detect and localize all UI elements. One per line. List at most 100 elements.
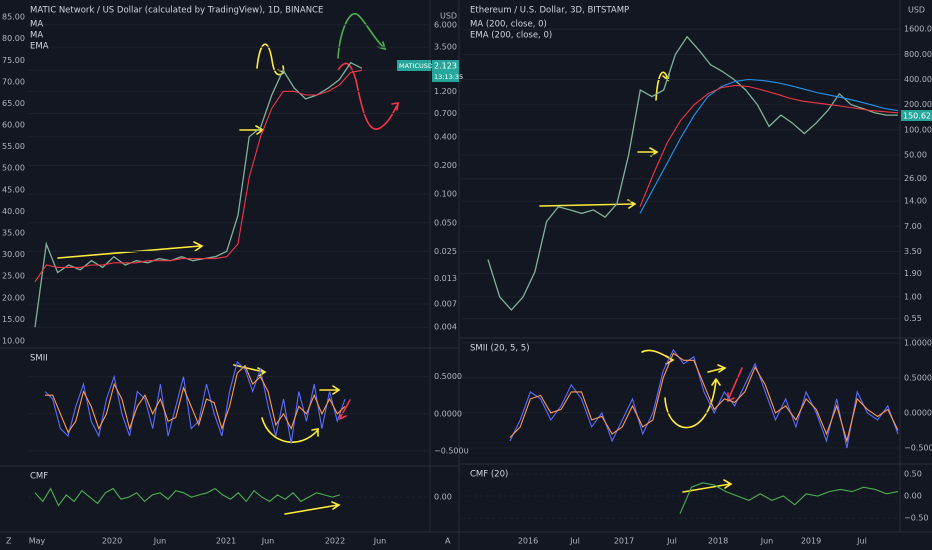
y-tick-label: −0.50	[904, 514, 929, 523]
countdown-text: 13:13:35	[434, 73, 463, 81]
y2-tick-label: 40.00	[2, 207, 25, 216]
y-tick-label: 0.700	[434, 109, 457, 118]
price-tag-text: 150.62	[903, 112, 931, 121]
y2-tick-label: 35.00	[2, 229, 25, 238]
y2-tick-label: 25.00	[2, 272, 25, 281]
legend-entry: EMA (200, close, 0)	[470, 31, 552, 41]
y2-tick-label: 65.00	[2, 99, 25, 108]
y-tick-label: 0.0000	[904, 408, 932, 417]
price-tag	[901, 110, 932, 121]
legend-entry: MA (200, close, 0)	[470, 20, 547, 30]
series-line	[34, 487, 341, 507]
x-tick-label: May	[29, 537, 46, 546]
y2-tick-label: 15.00	[2, 315, 25, 324]
y-tick-label: 1.00	[904, 292, 922, 301]
y2-tick-label: 75.00	[2, 56, 25, 65]
legend-entry: MA	[30, 31, 43, 41]
y-tick-label: 0.0000	[434, 409, 462, 418]
x-tick-label: 2021	[216, 537, 236, 546]
y2-tick-label: 60.00	[2, 121, 25, 130]
arrow	[337, 62, 399, 130]
y-tick-label: 50.00	[904, 150, 927, 159]
series-line	[509, 352, 899, 444]
arrow	[664, 377, 721, 429]
y-tick-label: 0.50	[904, 469, 922, 478]
y-tick-label: 14.00	[904, 197, 927, 206]
arrow	[707, 364, 727, 373]
y-tick-label: 1.90	[904, 269, 922, 278]
pane-label: CMF (20)	[470, 470, 508, 480]
x-tick-label: Jun	[261, 537, 275, 546]
y2-tick-label: 20.00	[2, 293, 25, 302]
x-tick-label: Jun	[760, 537, 774, 546]
y-tick-label: 0.00	[904, 492, 922, 501]
price-tag	[432, 60, 459, 82]
y-tick-label: 7.00	[904, 222, 922, 231]
series-line	[45, 364, 346, 434]
y2-tick-label: 80.00	[2, 34, 25, 43]
y-tick-label: 3.500	[434, 43, 457, 52]
y-tick-label: 0.5000	[904, 373, 932, 382]
pane-label: SMII (20, 5, 5)	[470, 344, 530, 354]
y-tick-label: 800.00	[904, 50, 932, 59]
x-tick-label: 2016	[518, 537, 538, 546]
x-tick-label: Jun	[153, 537, 167, 546]
series-line	[639, 84, 899, 208]
y-tick-label: 1.200	[434, 87, 457, 96]
series-line	[34, 61, 363, 328]
y-tick-label: 0.55	[904, 314, 922, 323]
symbol-tag-text: MATICUSD	[399, 62, 433, 70]
series-line	[679, 482, 899, 514]
unit-label: USD	[908, 6, 925, 15]
y2-tick-label: 70.00	[2, 77, 25, 86]
chart-title: MATIC Network / US Dollar (calculated by…	[30, 6, 323, 16]
x-tick-label: 2017	[614, 537, 634, 546]
arrow	[261, 417, 319, 443]
y-tick-label: 1600.00	[904, 25, 932, 34]
arrow	[319, 385, 341, 395]
y-tick-label: 0.007	[434, 300, 457, 309]
y-tick-label: 0.5000	[434, 372, 462, 381]
y-tick-label: −0.5000	[904, 443, 932, 452]
y2-tick-label: 30.00	[2, 250, 25, 259]
y-tick-label: 0.013	[434, 274, 457, 283]
arrow	[284, 501, 341, 515]
series-line	[639, 78, 899, 214]
y-tick-label: 6.000	[434, 20, 457, 29]
corner-icon: A	[445, 537, 451, 546]
x-tick-label: 2022	[325, 537, 345, 546]
chart-title: Ethereum / U.S. Dollar, 3D, BITSTAMP	[470, 6, 629, 16]
symbol-tag	[397, 60, 431, 71]
pane-label: SMII	[30, 354, 48, 364]
x-tick-label: 2019	[801, 537, 821, 546]
y-tick-label: 100.00	[904, 125, 932, 134]
y-tick-label: 1.0000	[904, 338, 932, 347]
y-tick-label: 0.100	[434, 190, 457, 199]
y2-tick-label: 85.00	[2, 13, 25, 22]
y-tick-label: −0.5000	[434, 446, 469, 455]
legend-entry: EMA	[30, 42, 49, 52]
y-tick-label: 0.400	[434, 132, 457, 141]
y-tick-label: 26.00	[904, 174, 927, 183]
x-tick-label: Jul	[856, 537, 867, 546]
y-tick-label: 0.004	[434, 323, 457, 332]
x-tick-label: Jul	[666, 537, 677, 546]
x-tick-label: Jun	[373, 537, 387, 546]
y-tick-label: 0.050	[434, 218, 457, 227]
y-tick-label: 0.200	[434, 161, 457, 170]
series-line	[487, 35, 898, 311]
x-tick-label: Jul	[569, 537, 580, 546]
y2-tick-label: 45.00	[2, 185, 25, 194]
x-tick-label: 2020	[102, 537, 122, 546]
unit-label: USD	[440, 12, 457, 21]
y-tick-label: 0.025	[434, 247, 457, 256]
pane-label: CMF	[30, 472, 48, 482]
y-tick-label: 3.50	[904, 247, 922, 256]
series-line	[34, 69, 363, 283]
corner-icon: Z	[6, 537, 12, 546]
arrow	[57, 241, 204, 259]
